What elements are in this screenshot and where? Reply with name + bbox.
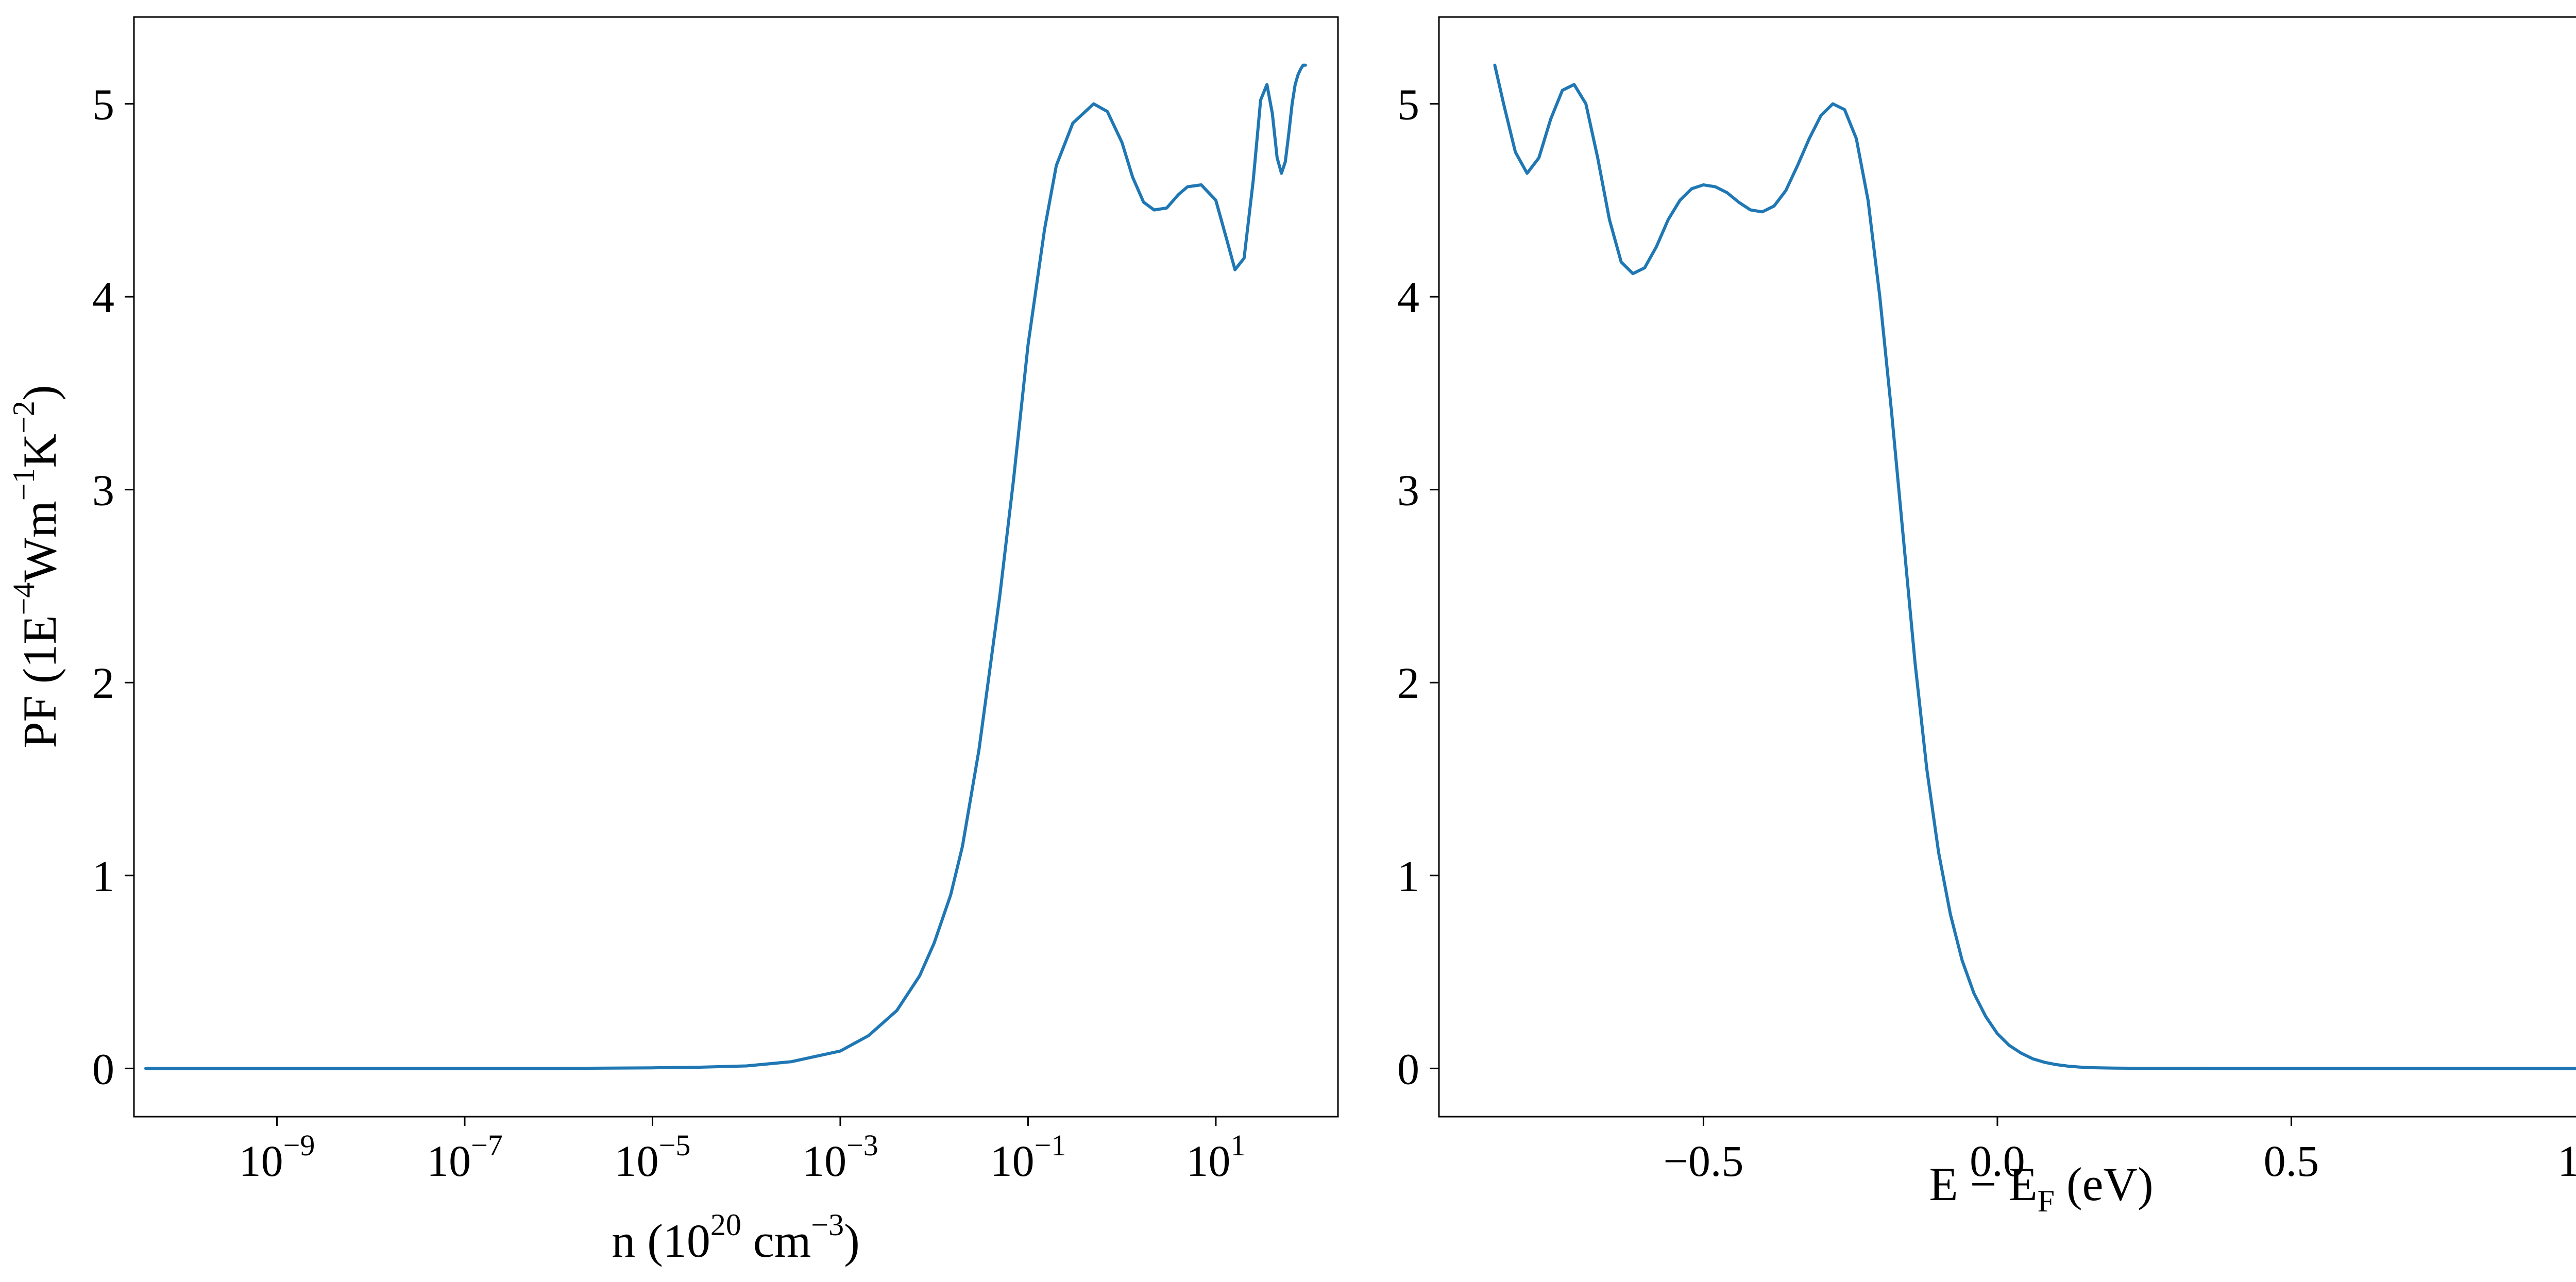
right-y-tick-label-4: 4 bbox=[1397, 272, 1419, 322]
left-y-tick-label-1: 1 bbox=[92, 851, 114, 901]
right-x-ticks: −0.5 0.0 0.5 1.0 bbox=[1663, 1117, 2576, 1186]
right-series-group bbox=[1493, 63, 2576, 1070]
left-y-tick-label-0: 0 bbox=[92, 1044, 114, 1093]
right-y-tick-label-0: 0 bbox=[1397, 1044, 1419, 1093]
left-ylabel-p1: PF (1E bbox=[13, 615, 66, 748]
left-ylabel-s1: −4 bbox=[7, 583, 41, 616]
right-y-tick-label-2: 2 bbox=[1397, 658, 1419, 708]
left-xlabel-unit-sup: −3 bbox=[811, 1208, 844, 1242]
right-y-tick-label-1: 1 bbox=[1397, 851, 1419, 901]
left-y-tick-label-3: 3 bbox=[92, 466, 114, 515]
right-x-tick-label-0: −0.5 bbox=[1663, 1136, 1743, 1186]
left-x-tick-label-0: 10−9 bbox=[239, 1129, 315, 1186]
right-x-tick-label-1: 0.0 bbox=[1970, 1136, 2025, 1186]
right-xlabel-sub: F bbox=[2038, 1184, 2055, 1218]
left-series-line-0 bbox=[144, 63, 1307, 1070]
right-y-ticks: 0 1 2 3 4 5 bbox=[1397, 80, 1439, 1093]
left-y-tick-label-4: 4 bbox=[92, 272, 114, 322]
left-x-tick-label-1: 10−7 bbox=[427, 1129, 503, 1186]
right-x-tick-label-2: 0.5 bbox=[2264, 1136, 2319, 1186]
left-xlabel-base: n (10 bbox=[612, 1215, 710, 1267]
left-y-axis-label: PF (1E−4Wm−1K−2) bbox=[7, 385, 66, 748]
left-series-group bbox=[144, 63, 1307, 1070]
left-x-tick-label-2: 10−5 bbox=[615, 1129, 691, 1186]
left-x-tick-label-3: 10−3 bbox=[802, 1129, 878, 1186]
left-ylabel-p3: K bbox=[13, 434, 66, 468]
right-series-line-0 bbox=[1493, 63, 2576, 1070]
left-x-axis-label: n (1020 cm−3) bbox=[612, 1208, 860, 1267]
right-panel: 0 1 2 3 4 5 −0.5 0.0 0.5 1.0 E − EF (eV) bbox=[1397, 16, 2576, 1218]
right-xlabel-p1: E − E bbox=[1929, 1158, 2037, 1210]
right-y-tick-label-5: 5 bbox=[1397, 80, 1419, 129]
left-ylabel-p2: Wm bbox=[13, 501, 66, 582]
right-y-tick-label-3: 3 bbox=[1397, 466, 1419, 515]
right-xlabel-p2: (eV) bbox=[2055, 1158, 2154, 1210]
left-x-tick-label-4: 10−1 bbox=[990, 1129, 1066, 1186]
left-ylabel-s2: −1 bbox=[7, 468, 41, 501]
right-x-tick-label-3: 1.0 bbox=[2557, 1136, 2576, 1186]
left-panel: 0 1 2 3 4 5 10−9 10−7 10−5 10−3 10−1 101 n (1020 c… bbox=[7, 16, 1339, 1267]
left-plot-frame bbox=[133, 16, 1339, 1118]
right-x-axis-label: E − EF (eV) bbox=[1929, 1158, 2153, 1218]
left-ylabel-s3: −2 bbox=[7, 401, 41, 434]
left-y-tick-label-2: 2 bbox=[92, 658, 114, 708]
left-xlabel-unit: cm bbox=[741, 1215, 811, 1267]
left-x-ticks: 10−9 10−7 10−5 10−3 10−1 101 bbox=[239, 1117, 1245, 1186]
left-xlabel-base-sup: 20 bbox=[710, 1208, 741, 1242]
left-ylabel-p4: ) bbox=[13, 385, 66, 401]
left-x-tick-label-5: 101 bbox=[1186, 1129, 1245, 1186]
left-y-tick-label-5: 5 bbox=[92, 80, 114, 129]
right-plot-frame bbox=[1438, 16, 2576, 1118]
left-y-ticks: 0 1 2 3 4 5 bbox=[92, 80, 134, 1093]
left-xlabel-close: ) bbox=[844, 1215, 860, 1267]
